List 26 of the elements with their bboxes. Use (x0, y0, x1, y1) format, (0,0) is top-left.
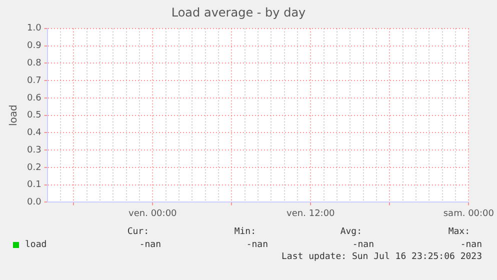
legend-label: load (25, 239, 47, 251)
text: Min: (234, 226, 256, 238)
y-tick-label: 0.8 (26, 58, 42, 69)
x-tick-label: ven. 00:00 (128, 208, 178, 219)
y-tick-label: 0.3 (26, 145, 42, 156)
chart-title: Load average - by day (171, 5, 306, 20)
x-tick-label: sam. 00:00 (443, 208, 494, 219)
y-tick-label: 0.1 (26, 180, 42, 190)
text: -nan (246, 239, 268, 251)
y-tick-label: 0.6 (26, 93, 42, 104)
x-tick-label: ven. 12:00 (286, 208, 336, 219)
text: Last update: Sun Jul 16 23:25:06 2023 (282, 251, 482, 263)
text: -nan (139, 239, 161, 251)
y-tick-label: 0.4 (26, 128, 42, 138)
text: Max: (448, 226, 470, 238)
y-tick-label: 0.7 (26, 76, 42, 86)
y-tick-label: 0.2 (26, 162, 42, 173)
y-tick-label: 1.0 (26, 24, 42, 34)
y-tick-label: 0.0 (26, 198, 42, 208)
y-tick-label: 0.5 (26, 110, 42, 121)
text: Cur: (127, 226, 149, 238)
y-axis-title: load (8, 104, 20, 126)
text: -nan (460, 239, 482, 251)
text: Avg: (340, 226, 362, 238)
y-tick-label: 0.9 (26, 41, 42, 52)
text: -nan (352, 239, 374, 251)
